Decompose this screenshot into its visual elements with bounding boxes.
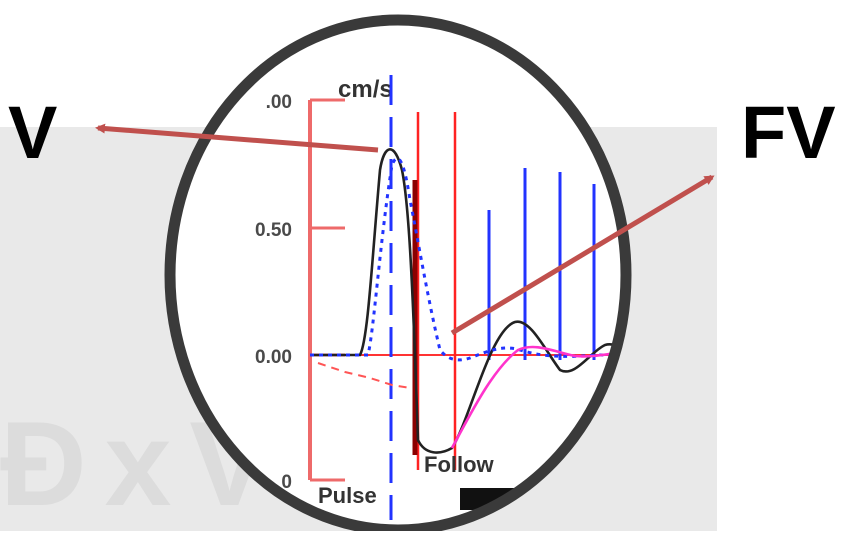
arrow-to-v [95,123,379,153]
lens-background [170,20,626,530]
tick-label-bottom: 0 [281,472,292,493]
tick-label-top: .00 [266,92,292,113]
follow-label: Follow [424,452,495,477]
tick-label-mid: 0.50 [255,220,292,241]
pulse-label: Pulse [318,483,377,508]
arrow-to-fv [450,174,715,336]
unit-label: cm/s [338,76,393,103]
tick-label-zero: 0.00 [255,347,292,368]
magnified-plot: .00 0.50 0.00 0 cm/s Follow Pulse [170,20,626,530]
magenta-trace [450,345,626,449]
red-dashed-trace [317,362,411,389]
label-fv: FV [741,91,836,174]
black-velocity-trace [310,148,626,454]
label-v: V [8,91,58,174]
lens-ring [164,14,632,531]
